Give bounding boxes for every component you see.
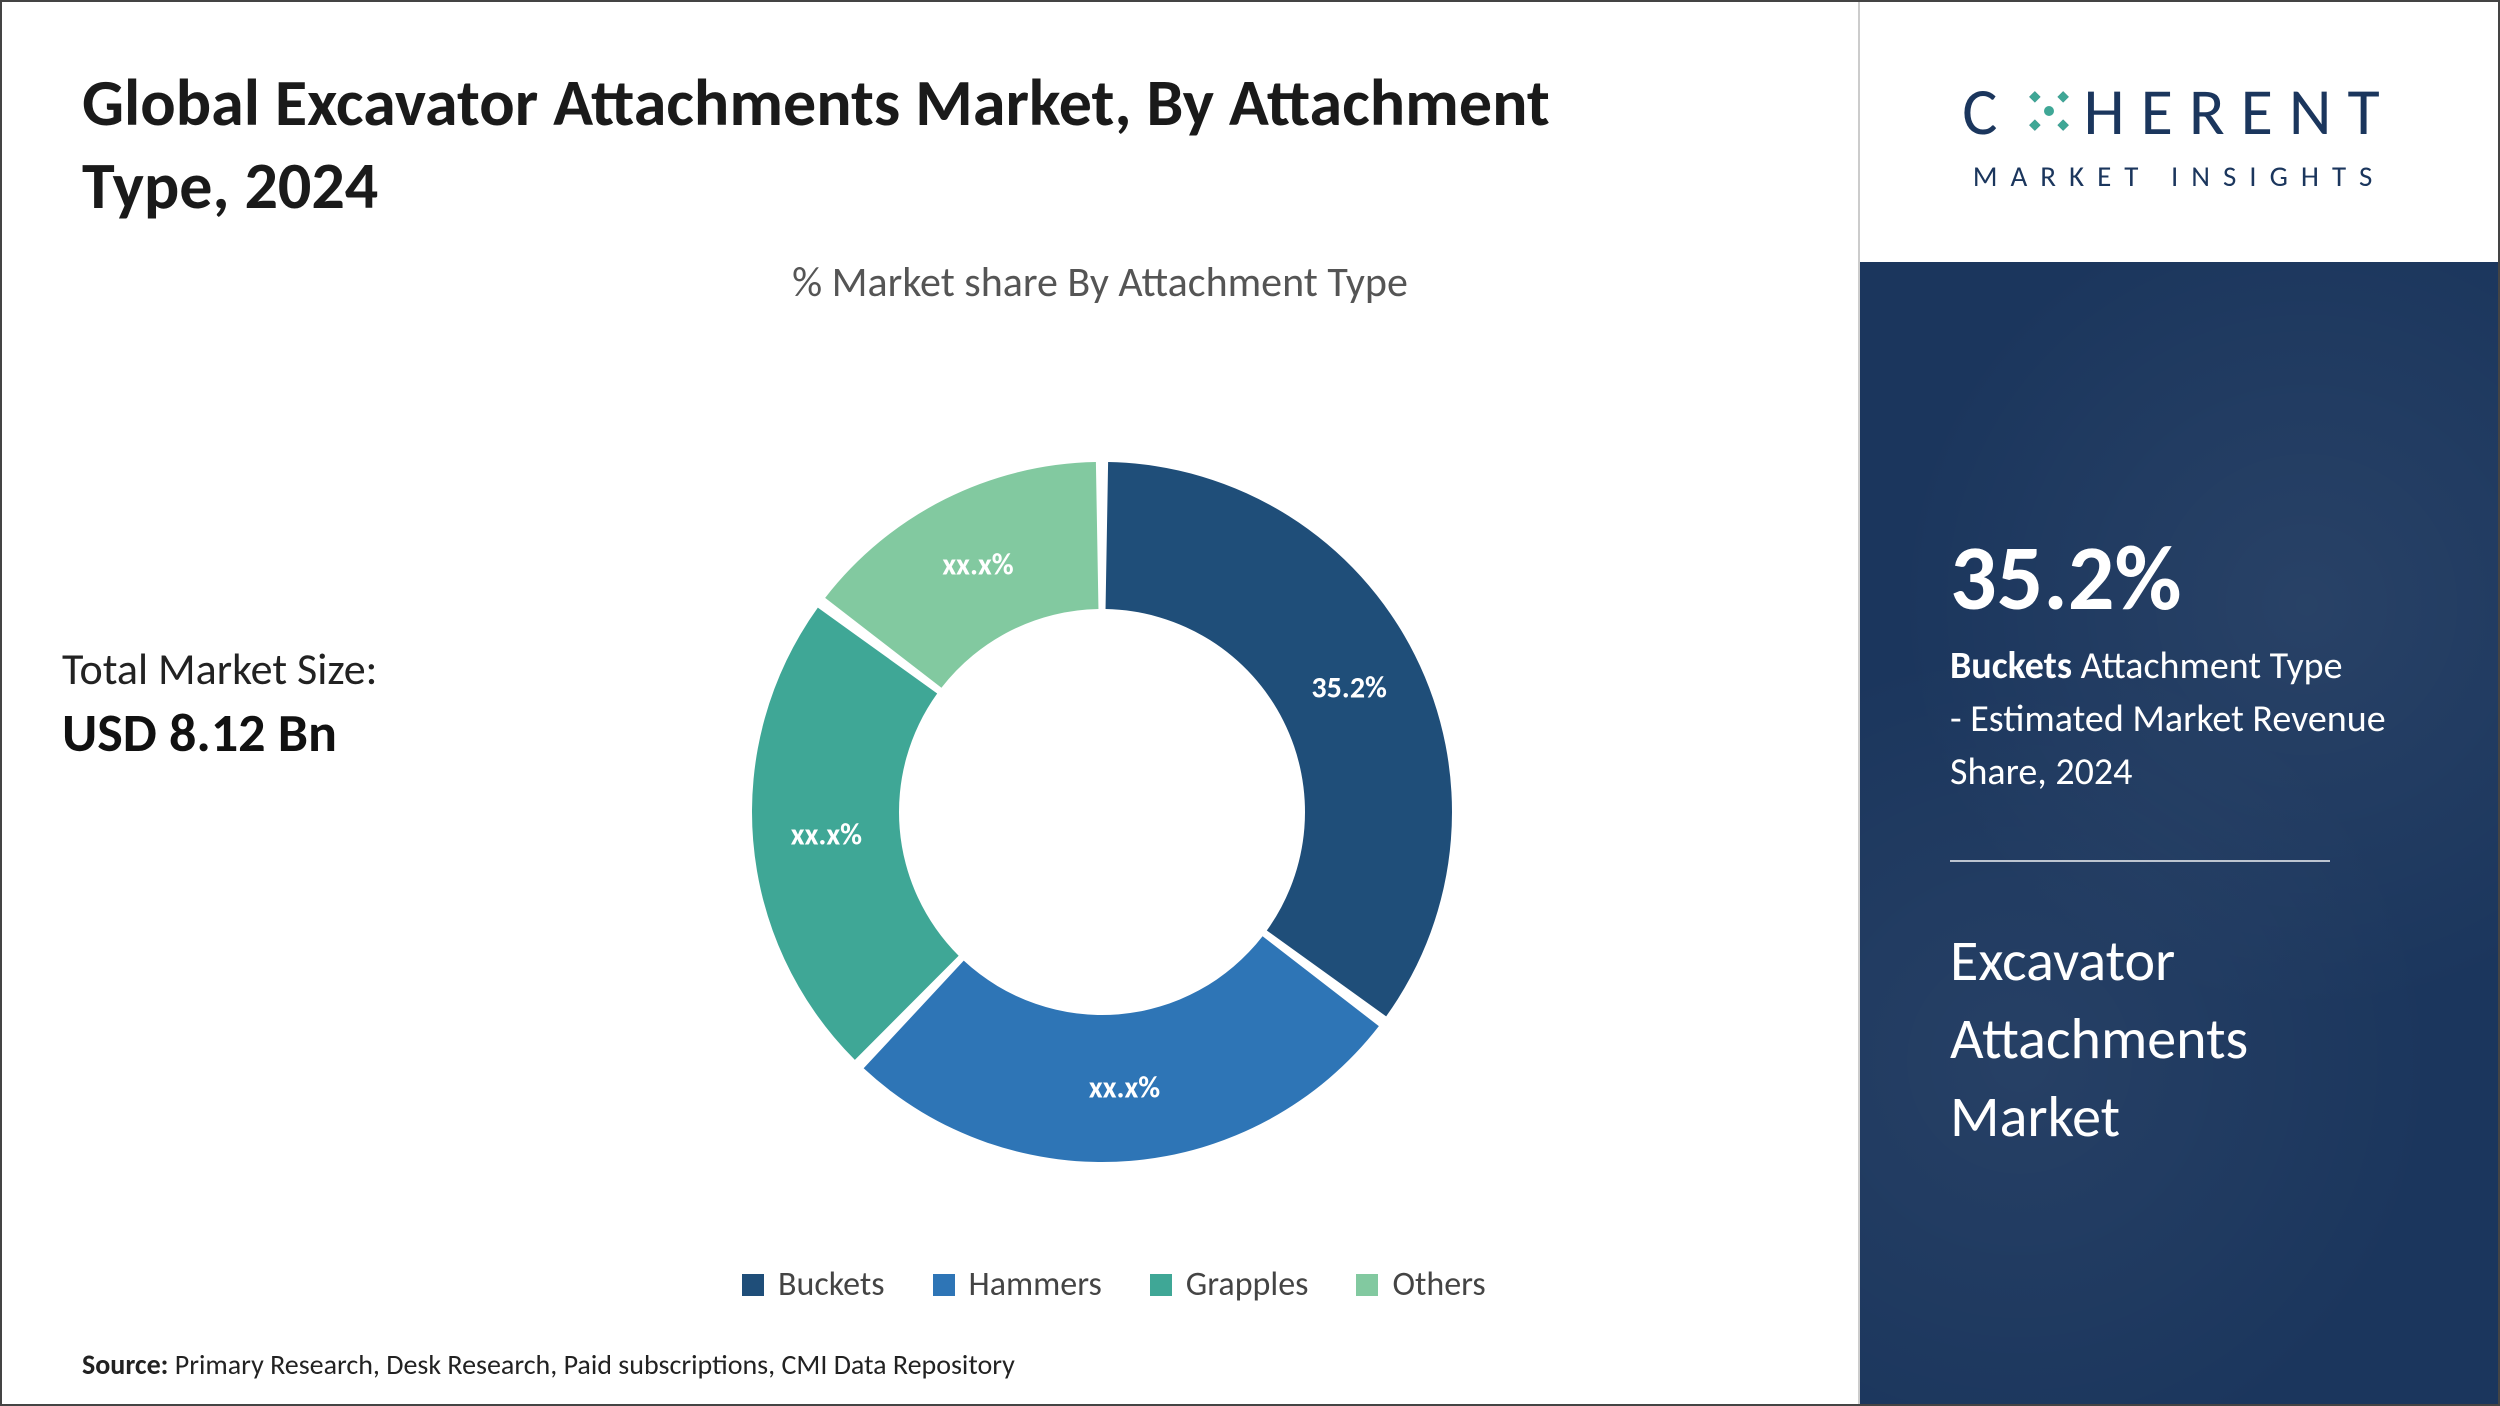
slice-label: xx.x% — [791, 816, 862, 853]
chart-legend: Buckets Hammers Grapples Others — [742, 1264, 1486, 1305]
market-size-block: Total Market Size: USD 8.12 Bn — [62, 642, 377, 766]
slice-label: xx.x% — [942, 546, 1013, 583]
legend-label: Others — [1392, 1264, 1485, 1305]
logo-line2: MARKET INSIGHTS — [1962, 158, 2395, 194]
highlight-desc: Buckets Attachment Type - Estimated Mark… — [1950, 640, 2430, 800]
panel-title: Excavator Attachments Market — [1950, 922, 2370, 1157]
highlight-desc-1: Attachment Type — [2072, 643, 2343, 689]
slice-label: 35.2% — [1311, 670, 1387, 707]
legend-item: Grapples — [1150, 1264, 1309, 1305]
highlight-percent: 35.2% — [1950, 532, 2438, 624]
logo-pre: C — [1962, 71, 2013, 152]
legend-label: Buckets — [778, 1264, 885, 1305]
donut-slice — [1106, 462, 1452, 1016]
legend-item: Hammers — [933, 1264, 1102, 1305]
legend-swatch — [1150, 1274, 1172, 1296]
legend-label: Grapples — [1186, 1264, 1309, 1305]
market-size-value: USD 8.12 Bn — [62, 700, 377, 766]
main-area: Global Excavator Attachments Market, By … — [2, 2, 1858, 1404]
infographic-frame: Global Excavator Attachments Market, By … — [0, 0, 2500, 1406]
chart-subtitle: % Market share By Attachment Type — [402, 257, 1798, 308]
donut-chart: 35.2% xx.x% xx.x% xx.x% — [742, 452, 1462, 1172]
source-line: Source: Primary Research, Desk Research,… — [82, 1347, 1015, 1382]
legend-label: Hammers — [969, 1264, 1102, 1305]
legend-swatch — [933, 1274, 955, 1296]
donut-svg — [742, 452, 1462, 1172]
logo-post: HERENT — [2084, 71, 2396, 152]
market-size-label: Total Market Size: — [62, 642, 377, 696]
panel-divider — [1950, 860, 2330, 862]
highlight-panel: 35.2% Buckets Attachment Type - Estimate… — [1860, 262, 2498, 1404]
brand-logo: C — [1962, 71, 2395, 194]
page-title: Global Excavator Attachments Market, By … — [82, 62, 1582, 227]
logo-line1: C — [1962, 71, 2395, 152]
highlight-desc-bold: Buckets — [1950, 643, 2072, 689]
logo-zone: C — [1860, 2, 2498, 262]
side-column: C — [1858, 2, 2498, 1404]
slice-label: xx.x% — [1089, 1069, 1160, 1106]
legend-swatch — [742, 1274, 764, 1296]
legend-item: Buckets — [742, 1264, 885, 1305]
source-prefix: Source: — [82, 1347, 175, 1382]
legend-item: Others — [1356, 1264, 1485, 1305]
globe-icon — [2020, 82, 2078, 140]
highlight-desc-2: - Estimated Market Revenue Share, 2024 — [1950, 696, 2386, 795]
source-text: Primary Research, Desk Research, Paid su… — [175, 1347, 1015, 1382]
legend-swatch — [1356, 1274, 1378, 1296]
